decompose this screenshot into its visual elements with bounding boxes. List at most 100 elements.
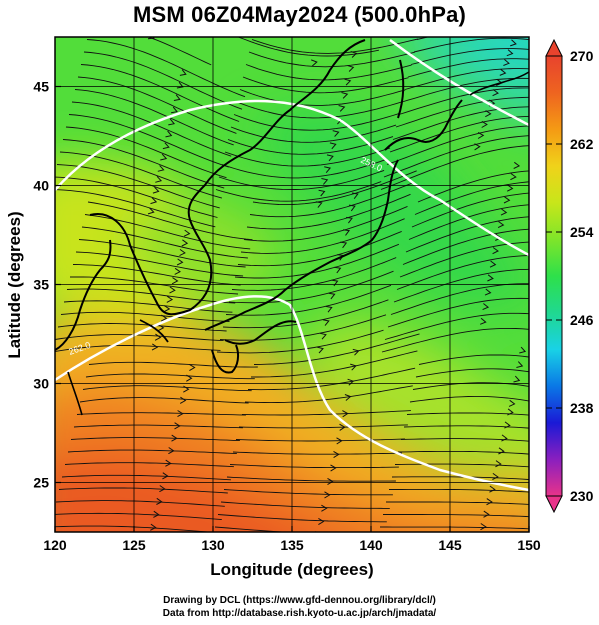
streamline	[223, 489, 393, 496]
streamline	[383, 514, 529, 518]
streamline-arrow	[318, 189, 326, 197]
streamline	[239, 89, 406, 106]
streamline	[406, 412, 529, 416]
streamline-arrow	[324, 166, 332, 174]
credit-line-data: Data from http://database.rish.kyoto-u.a…	[162, 608, 437, 619]
streamline	[244, 385, 413, 404]
streamline	[238, 424, 408, 429]
streamline-arrow	[160, 314, 168, 322]
streamline	[415, 368, 529, 378]
colorbar-tick-label: 238	[570, 400, 594, 416]
streamline-arrow	[322, 319, 330, 326]
streamline	[407, 58, 529, 78]
streamline-arrow	[181, 239, 189, 247]
streamline	[391, 476, 529, 480]
streamline-arrow	[513, 161, 521, 169]
streamline-arrow	[343, 229, 351, 236]
streamline-arrow	[150, 523, 157, 531]
streamline-arrow	[183, 385, 190, 393]
x-tick-label: 130	[201, 537, 225, 553]
streamline	[55, 512, 222, 521]
streamline-arrow	[330, 464, 337, 472]
streamline	[68, 114, 229, 168]
streamline-arrow	[483, 510, 490, 518]
streamline-arrow	[344, 394, 352, 401]
colorbar-min-triangle	[545, 495, 563, 514]
streamline-arrow	[328, 292, 336, 300]
streamline	[231, 257, 397, 291]
streamline	[249, 182, 414, 218]
streamline-arrow	[514, 30, 520, 36]
streamline	[76, 412, 246, 416]
streamline	[55, 334, 224, 342]
streamline-arrow	[351, 192, 359, 200]
streamline-arrow	[184, 555, 189, 561]
streamline-arrow	[157, 324, 165, 332]
colorbar-tick-label: 246	[570, 312, 594, 328]
y-tick-label: 35	[33, 277, 49, 293]
coastlines	[55, 39, 529, 416]
streamline	[247, 367, 416, 391]
y-tick-label: 45	[33, 79, 49, 95]
streamline-arrow	[147, 37, 155, 40]
credits: Drawing by DCL (https://www.gfd-dennou.o…	[0, 594, 599, 620]
streamline-arrow	[179, 69, 187, 76]
streamline-arrow	[155, 175, 163, 183]
streamline	[417, 170, 529, 203]
streamline-arrow	[506, 184, 514, 192]
streamline-arrow	[329, 142, 337, 150]
streamline	[232, 451, 403, 455]
streamline	[396, 255, 529, 290]
streamline-arrow	[186, 374, 193, 382]
streamline-arrow	[327, 477, 334, 486]
colorbar-tick-label: 270	[570, 48, 594, 64]
streamline-arrow	[168, 118, 176, 126]
y-tick-label: 40	[33, 178, 49, 194]
streamline-arrow	[487, 274, 494, 282]
streamline	[81, 226, 248, 259]
streamline-arrow	[156, 497, 163, 505]
streamline-arrow	[321, 504, 328, 512]
streamline	[72, 264, 241, 286]
streamline	[403, 425, 529, 429]
streamline	[230, 124, 397, 143]
streamline-arrow	[474, 143, 481, 151]
colorbar: 270 262 254 246 238 230	[545, 38, 594, 514]
streamline	[64, 462, 234, 468]
streamline-arrow	[477, 131, 485, 139]
streamline-arrow	[500, 208, 508, 216]
streamline	[226, 476, 396, 482]
streamline-arrow	[497, 221, 505, 229]
streamline	[67, 449, 237, 455]
streamline-arrow	[317, 346, 324, 354]
x-tick-label: 125	[122, 537, 146, 553]
streamline	[218, 169, 385, 191]
streamline	[409, 395, 529, 403]
streamline	[78, 239, 246, 268]
streamline	[253, 333, 420, 365]
streamline	[249, 552, 418, 558]
streamline-arrow	[162, 472, 169, 480]
streamline	[245, 64, 412, 81]
y-axis: 25 30 35 40 45	[33, 79, 61, 491]
streamline	[55, 176, 218, 218]
streamline	[74, 89, 234, 146]
streamline	[390, 283, 529, 315]
streamline-arrow	[506, 49, 514, 57]
streamline-arrow	[321, 178, 329, 185]
streamline	[395, 96, 529, 128]
streamline-arrow	[350, 363, 357, 371]
streamline-arrow	[165, 459, 172, 467]
streamline	[219, 314, 387, 341]
streamline-arrow	[152, 186, 160, 194]
streamline	[402, 228, 529, 265]
streamline-arrow	[508, 399, 516, 407]
streamline-arrow	[171, 434, 178, 442]
streamline-arrow	[342, 410, 349, 418]
streamline	[227, 136, 394, 155]
streamline	[225, 284, 392, 316]
streamline-arrow	[169, 286, 176, 294]
streamline-arrow	[171, 277, 179, 285]
streamline	[237, 230, 402, 267]
streamline-arrow	[334, 266, 342, 274]
